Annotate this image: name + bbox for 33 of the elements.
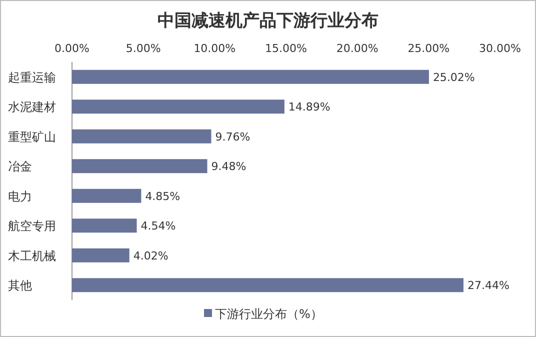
bar: [72, 248, 130, 262]
y-tick-label: 冶金: [8, 160, 32, 174]
bar: [72, 188, 142, 203]
bar: [72, 159, 208, 174]
legend-label: 下游行业分布（%）: [215, 307, 322, 321]
x-tick-label: 25.00%: [408, 42, 450, 55]
data-label: 9.76%: [215, 130, 250, 144]
x-tick-label: 0.00%: [54, 42, 90, 55]
bar: [72, 70, 429, 84]
bar: [72, 278, 464, 292]
bar: [72, 100, 284, 114]
y-tick-label: 水泥建材: [8, 100, 56, 114]
bar: [72, 129, 212, 144]
data-label: 4.02%: [133, 249, 168, 262]
title: 中国减速机产品下游行业分布: [158, 11, 378, 31]
x-tick-label: 5.00%: [126, 42, 161, 55]
y-tick-label: 木工机械: [8, 248, 56, 263]
data-label: 4.54%: [140, 220, 176, 233]
y-tick-label: 航空专用: [8, 219, 56, 234]
x-tick-label: 20.00%: [336, 42, 378, 55]
x-tick-label: 30.00%: [479, 42, 521, 55]
x-tick-label: 15.00%: [265, 42, 307, 55]
y-tick-label: 重型矿山: [8, 130, 56, 144]
data-label: 27.44%: [467, 279, 510, 292]
data-label: 4.85%: [145, 190, 180, 203]
bar: [72, 218, 137, 233]
y-tick-label: 电力: [8, 189, 32, 204]
x-tick-label: 10.00%: [194, 42, 236, 55]
data-label: 25.02%: [432, 70, 475, 84]
y-tick-label: 起重运输: [8, 70, 56, 84]
data-label: 14.89%: [288, 100, 330, 114]
data-label: 9.48%: [211, 160, 246, 174]
y-tick-label: 其他: [8, 278, 32, 293]
